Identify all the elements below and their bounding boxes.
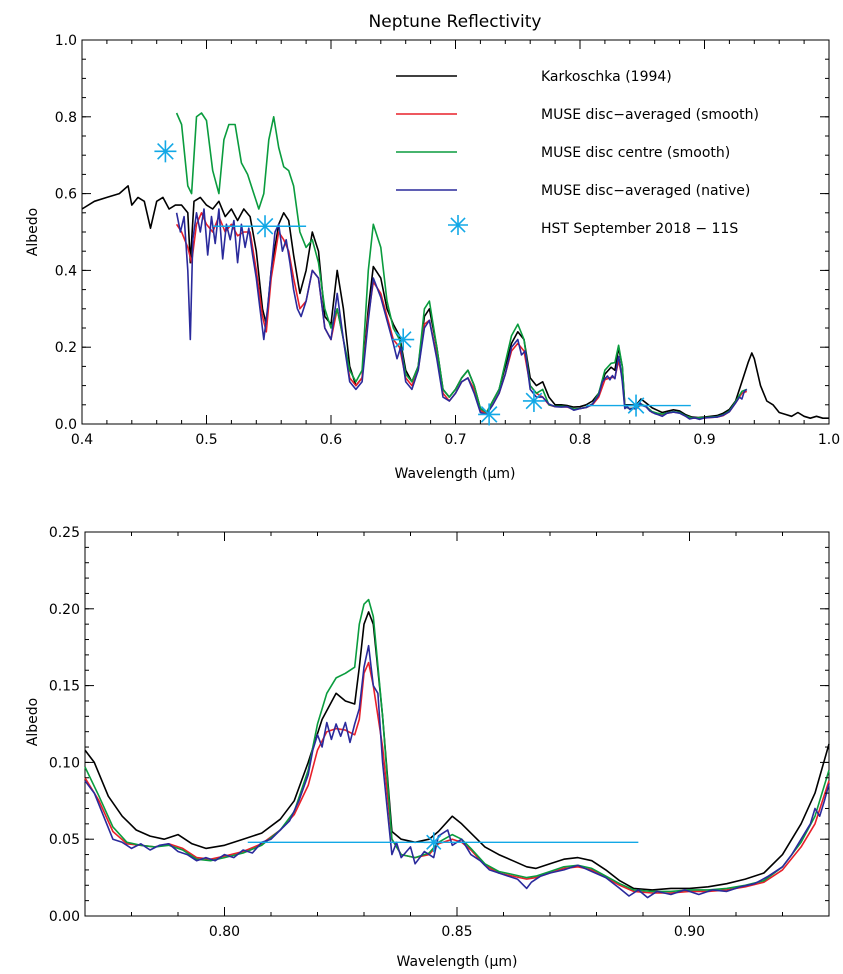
series-line-muse-disc-centre-smooth (175, 112, 748, 419)
x-tick-label: 0.9 (693, 432, 715, 448)
y-tick-label: 0.2 (55, 340, 77, 356)
bottom-y-ticks: 0.00 0.05 0.10 0.15 0.20 0.25 (49, 525, 829, 925)
x-tick-label: 0.8 (569, 432, 591, 448)
y-tick-label: 0.25 (49, 525, 80, 541)
hst-point-star-stroke (627, 397, 645, 414)
y-tick-label: 0.05 (49, 832, 80, 848)
top-y-axis-label: Albedo (25, 208, 41, 256)
hst-point-star (254, 215, 277, 238)
hst-point-star-stroke (256, 217, 274, 235)
series-line-muse-disc-averaged-native (84, 644, 830, 899)
y-tick-label: 0.10 (49, 755, 80, 771)
y-tick-label: 0.4 (55, 263, 77, 279)
hst-point-star-stroke (157, 143, 174, 160)
y-tick-label: 0.8 (55, 110, 77, 126)
hst-point-star-stroke (426, 834, 442, 850)
x-tick-label: 0.6 (320, 432, 342, 448)
series-line-muse-disc-averaged-smooth (175, 212, 748, 419)
x-tick-label: 0.4 (71, 432, 93, 448)
top-x-ticks: 0.4 0.5 0.6 0.7 0.8 0.9 1.0 (71, 40, 840, 448)
y-tick-label: 0.20 (49, 602, 80, 618)
legend-label: MUSE disc−averaged (native) (541, 183, 750, 199)
bottom-x-ticks: 0.80 0.85 0.90 (84, 532, 830, 940)
bottom-y-axis-label: Albedo (25, 698, 41, 746)
legend-label: HST September 2018 − 11S (541, 221, 738, 237)
bottom-hst-markers (247, 832, 639, 853)
top-x-axis-label: Wavelength (μm) (395, 466, 516, 482)
legend-label: MUSE disc centre (smooth) (541, 145, 730, 161)
x-tick-label: 0.85 (441, 924, 472, 940)
legend: Karkoschka (1994) MUSE disc−averaged (smo… (396, 69, 759, 237)
bottom-x-axis-label: Wavelength (μm) (397, 954, 518, 970)
hst-point-star (423, 832, 444, 853)
x-tick-label: 0.5 (195, 432, 217, 448)
legend-star-icon-stroke (450, 217, 466, 233)
hst-point-star-stroke (480, 406, 498, 423)
x-tick-label: 0.90 (674, 924, 705, 940)
hst-point-star-stroke (525, 392, 543, 410)
top-y-ticks: 0.0 0.2 0.4 0.6 0.8 1.0 (55, 33, 829, 433)
x-tick-label: 0.80 (209, 924, 240, 940)
legend-label: Karkoschka (1994) (541, 69, 672, 85)
series-line-muse-disc-averaged-native (175, 208, 748, 421)
legend-label: MUSE disc−averaged (smooth) (541, 107, 759, 123)
hst-point-star (522, 389, 545, 412)
top-hst-markers (154, 140, 691, 426)
y-tick-label: 1.0 (55, 33, 77, 49)
top-panel: Neptune Reflectivity 0.4 0.5 0.6 0.7 0.8 0.9 1… (25, 12, 840, 482)
hst-point-star-stroke (394, 331, 412, 348)
y-tick-label: 0.6 (55, 187, 77, 203)
bottom-series-group (84, 598, 830, 899)
chart-title: Neptune Reflectivity (369, 12, 542, 32)
x-tick-label: 0.7 (444, 432, 466, 448)
y-tick-label: 0.00 (49, 909, 80, 925)
series-line-muse-disc-centre-smooth (84, 598, 830, 893)
bottom-panel: 0.80 0.85 0.90 0.00 0.05 0.10 0.15 0.20 0.25 Wa… (25, 525, 830, 970)
y-tick-label: 0.0 (55, 417, 77, 433)
y-tick-label: 0.15 (49, 679, 80, 695)
hst-point-star (625, 394, 648, 417)
x-tick-label: 1.0 (818, 432, 840, 448)
hst-point-star (392, 328, 415, 351)
hst-point-star (154, 140, 177, 163)
series-line-karkoschka-1994 (84, 611, 830, 891)
top-series-group (81, 112, 829, 421)
legend-star-icon (448, 215, 468, 235)
hst-point-star (478, 403, 501, 426)
